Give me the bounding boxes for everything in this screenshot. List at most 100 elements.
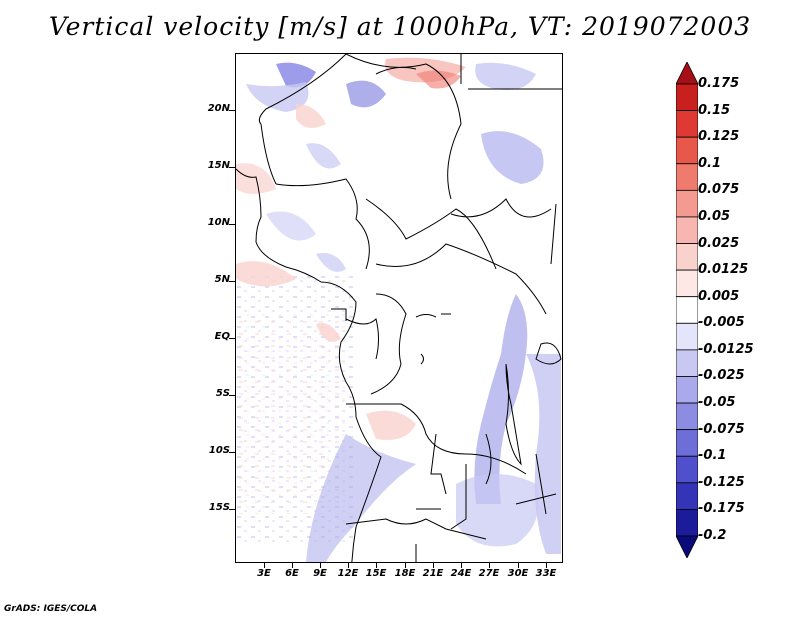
lat-tick [229,452,235,453]
colorbar-swatch [676,216,698,244]
lon-tick [292,563,293,568]
lon-label: 15E [365,568,387,579]
border [331,308,379,360]
red-patch [296,104,326,128]
border [375,66,417,75]
colorbar-label: -0.175 [698,501,745,517]
colorbar-label: 0.175 [698,76,740,91]
lon-label: 18E [394,568,416,579]
border [430,433,492,495]
border [450,198,557,265]
colorbar-label: 0.005 [698,288,740,304]
colorbar-swatch [676,163,698,191]
lon-label: 30E [507,568,529,579]
colorbar-swatch [676,189,698,218]
colorbar-swatch [676,62,698,85]
lon-tick [518,563,519,568]
lake-malawi [535,453,547,515]
colorbar-swatch [676,269,698,298]
blue-patch [306,143,341,169]
colorbar-label: 0.075 [698,182,740,198]
colorbar-label: 0.125 [698,129,740,145]
lon-tick [546,563,547,568]
lon-label: 3E [257,568,271,579]
border [460,54,562,90]
colorbar-swatch [676,296,698,324]
blue-patch [316,253,346,272]
colorbar-swatch [676,136,698,165]
lat-label: 5N [214,274,230,285]
colorbar [676,62,698,558]
lon-tick [320,563,321,568]
red-patch [416,70,461,89]
blue-patch [246,82,309,112]
lon-tick [489,563,490,568]
lon-label: 12E [337,568,359,579]
colorbar-swatch [676,83,698,111]
river [415,313,451,365]
lon-tick [405,563,406,568]
lon-label: 33E [535,568,557,579]
lat-label: 20N [207,103,230,114]
lon-label: 24E [450,568,472,579]
lat-tick [229,509,235,510]
border [365,198,497,270]
colorbar-label: -0.005 [698,315,745,331]
lat-tick [229,338,235,339]
colorbar-label: -0.2 [698,528,727,543]
colorbar-label: -0.1 [698,448,727,464]
red-patch [366,410,416,440]
chart-title: Vertical velocity [m/s] at 1000hPa, VT: … [48,12,752,41]
colorbar-label: 0.0125 [698,262,749,278]
map-canvas [236,54,562,562]
colorbar-swatch [676,455,698,484]
border [416,464,557,530]
lat-label: 15S [208,502,230,513]
lat-label: 10S [208,445,230,456]
lake-tanganyika [505,363,522,466]
lon-tick [376,563,377,568]
lat-tick [229,395,235,396]
colorbar-swatch [676,509,698,537]
colorbar-swatch [676,402,698,431]
colorbar-swatch [676,535,698,558]
blue-patch [475,62,536,90]
lon-tick [348,563,349,568]
red-patch [236,261,296,287]
border [345,54,462,200]
blue-patch [346,80,386,108]
lat-tick [229,224,235,225]
colorbar-label: -0.025 [698,368,745,384]
colorbar-label: 0.1 [698,155,722,171]
red-patch [316,323,341,342]
lon-label: 27E [478,568,500,579]
lat-tick [229,167,235,168]
border [258,54,347,185]
rift-blue-band [474,294,528,504]
map-panel [235,53,563,563]
lon-tick [264,563,265,568]
country-borders [236,54,562,562]
footer-credit: GrADS: IGES/COLA [4,604,98,614]
lon-label: 9E [313,568,327,579]
blue-patch [266,211,316,241]
colorbar-swatch [676,110,698,138]
lat-label: 15N [207,160,230,171]
lat-label: 10N [207,217,230,228]
colorbar-swatch [676,243,698,271]
blue-patch [481,131,544,184]
south-blue-band [306,434,416,562]
colorbar-swatch [676,349,698,377]
border [370,293,407,395]
lon-label: 21E [422,568,444,579]
lake-victoria [535,342,562,365]
colorbar-label: -0.0125 [698,341,754,357]
lat-tick [229,281,235,282]
colorbar-label: -0.05 [698,395,736,411]
rift-blue-band [526,354,561,554]
lon-tick [433,563,434,568]
colorbar-label: 0.05 [698,208,731,224]
lat-label: 5S [215,388,230,399]
colorbar-swatch [676,429,698,457]
colorbar-label: -0.075 [698,421,745,437]
